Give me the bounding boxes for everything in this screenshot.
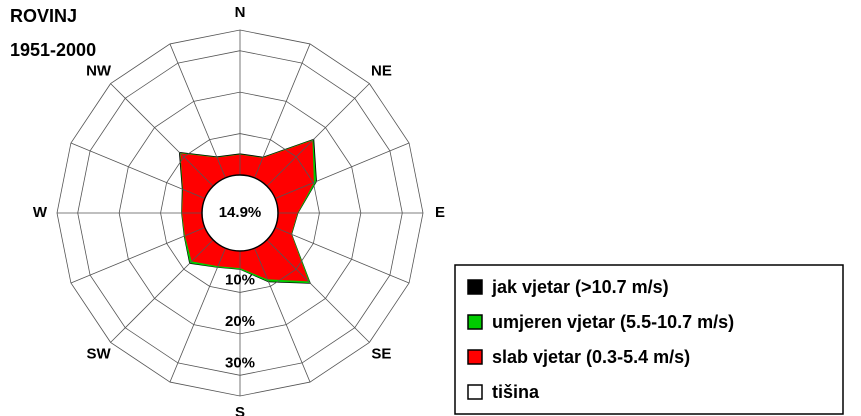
r-tick-label: 30% — [225, 354, 255, 371]
direction-label: NE — [371, 63, 392, 80]
legend-text: umjeren vjetar (5.5-10.7 m/s) — [492, 312, 734, 332]
direction-label: W — [33, 204, 48, 221]
legend-text: tišina — [492, 382, 540, 402]
grid-spoke — [266, 239, 370, 343]
legend-swatch — [467, 384, 483, 400]
direction-label: N — [235, 4, 246, 21]
r-tick-label: 20% — [225, 313, 255, 330]
legend-text: jak vjetar (>10.7 m/s) — [491, 277, 669, 297]
grid-spoke — [254, 247, 311, 383]
grid-spoke — [110, 83, 214, 187]
grid-spoke — [274, 142, 410, 199]
calm-label: 14.9% — [219, 204, 262, 221]
direction-label: S — [235, 404, 245, 416]
direction-label: SE — [371, 345, 391, 362]
grid-spoke — [169, 43, 226, 179]
legend-box — [454, 264, 844, 415]
calm-circle — [201, 174, 279, 252]
grid-spoke — [266, 83, 370, 187]
grid-spoke — [254, 43, 311, 179]
grid-spoke — [274, 227, 410, 284]
grid-spoke — [70, 227, 206, 284]
direction-label: NW — [86, 63, 112, 80]
direction-label: SW — [86, 345, 111, 362]
legend-swatch — [467, 279, 483, 295]
grid-spoke — [70, 142, 206, 199]
grid-spoke — [110, 239, 214, 343]
legend-swatch — [467, 349, 483, 365]
chart-title: ROVINJ — [10, 6, 77, 26]
grid-spoke — [169, 247, 226, 383]
direction-label: E — [435, 204, 445, 221]
r-tick-label: 10% — [225, 271, 255, 288]
legend-swatch — [467, 314, 483, 330]
legend-text: slab vjetar (0.3-5.4 m/s) — [492, 347, 690, 367]
chart-subtitle: 1951-2000 — [10, 40, 96, 60]
